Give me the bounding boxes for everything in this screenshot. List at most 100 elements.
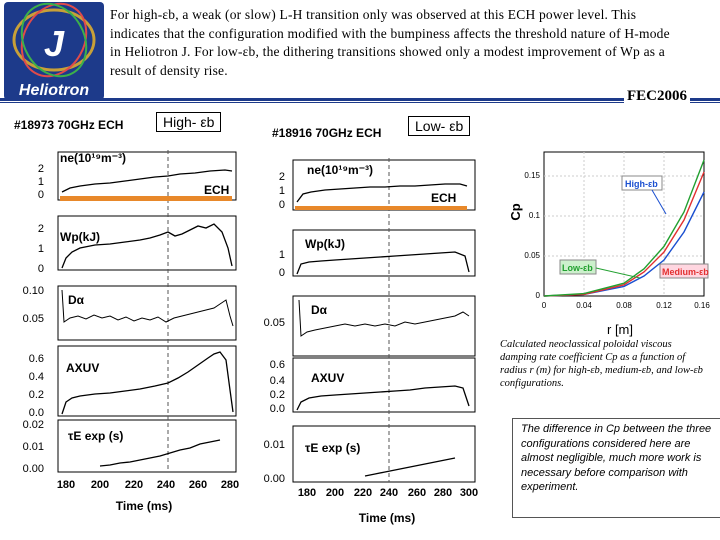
cp-legend-medium: Medium-εb: [662, 267, 709, 277]
mid-da-label: Dα: [311, 303, 328, 317]
cp-chart: 0.15 0.1 0.05 0 0 0.04 0.08 0.12 0.16 Cp…: [508, 151, 710, 337]
mid-wp-trace: [296, 251, 470, 275]
left-axuv-tick-0: 0.6: [29, 353, 44, 365]
divider-thin: [0, 102, 720, 103]
conference-label: FEC2006: [624, 88, 690, 105]
mid-ne-tick-0: 2: [279, 171, 285, 183]
cp-xtick-2: 0.08: [616, 301, 632, 310]
mid-da-trace: [298, 299, 470, 337]
mid-ech-bar: [295, 206, 467, 210]
cp-caption: Calculated neoclassical poloidal viscous…: [500, 339, 703, 389]
left-axuv-tick-2: 0.2: [29, 389, 44, 401]
mid-wp-frame: [292, 229, 476, 277]
mid-wp-label: Wp(kJ): [305, 237, 345, 251]
cp-legend-low-pointer: [595, 267, 641, 279]
left-tau-trace: [99, 439, 221, 467]
intro-text: For high-εb, a weak (or slow) L-H transi…: [110, 7, 670, 78]
mid-config-label: Low- εb: [408, 116, 471, 136]
mid-axuv-tick-3: 0.0: [270, 403, 285, 415]
mid-time-traces: 2 1 0 1 0 0.05 0.6 0.4 0.2 0.0 0.01 0.00…: [264, 158, 478, 525]
left-config-label: High- εb: [156, 112, 222, 132]
mid-xtick-6: 300: [460, 487, 478, 499]
mid-xtick-4: 260: [408, 487, 426, 499]
left-da-tick-1: 0.05: [23, 313, 44, 325]
left-ne-tick-0: 2: [38, 163, 44, 175]
left-wp-label: Wp(kJ): [60, 230, 100, 244]
left-xtick-4: 260: [189, 479, 207, 491]
left-ne-label: ne(10¹⁹m⁻³): [60, 151, 126, 165]
note-box: The difference in Cp between the three c…: [512, 418, 720, 518]
cp-xtick-4: 0.16: [694, 301, 710, 310]
mid-da-tick-0: 0.05: [264, 317, 285, 329]
left-xtick-2: 220: [125, 479, 143, 491]
cp-ytick-0: 0.15: [524, 171, 540, 180]
mid-tau-tick-0: 0.01: [264, 439, 285, 451]
heliotron-logo: J Heliotron: [4, 2, 104, 100]
left-tau-tick-2: 0.00: [23, 463, 44, 475]
mid-xtick-3: 240: [380, 487, 398, 499]
cp-ytick-3: 0: [536, 291, 541, 300]
cp-legend-medium-box: [659, 263, 709, 279]
cp-series-line-2: [543, 159, 705, 297]
left-ne-trace: [61, 169, 233, 193]
mid-ech-label: ECH: [431, 191, 456, 205]
mid-axuv-trace: [296, 385, 470, 411]
logo-letter: J: [44, 23, 65, 64]
cp-xtick-3: 0.12: [656, 301, 672, 310]
left-da-tick-0: 0.10: [23, 285, 44, 297]
left-tau-tick-1: 0.01: [23, 441, 44, 453]
left-tau-tick-0: 0.02: [23, 419, 44, 431]
mid-ne-tick-2: 0: [279, 199, 285, 211]
mid-axuv-tick-0: 0.6: [270, 359, 285, 371]
cp-ytick-2: 0.05: [524, 251, 540, 260]
mid-axuv-tick-1: 0.4: [270, 375, 285, 387]
left-axuv-frame: [57, 345, 237, 417]
cp-legend-low-box: [559, 259, 597, 275]
left-da-label: Dα: [68, 293, 85, 307]
mid-xtick-0: 180: [298, 487, 316, 499]
mid-shot-header: #18916 70GHz ECH: [272, 126, 382, 140]
cp-xtick-0: 0: [542, 301, 547, 310]
mid-ne-tick-1: 1: [279, 185, 285, 197]
left-time-traces: 2 1 0 2 1 0 0.10 0.05 0.6 0.4 0.2 0.0 0.…: [23, 150, 239, 513]
left-xtick-1: 200: [91, 479, 109, 491]
left-shot-header: #18973 70GHz ECH: [14, 118, 124, 132]
cp-legend-high: High-εb: [625, 179, 658, 189]
mid-tau-label: τE exp (s): [305, 441, 360, 455]
mid-tau-tick-1: 0.00: [264, 473, 285, 485]
left-ech-label: ECH: [204, 183, 229, 197]
cp-series-line-1: [543, 171, 705, 297]
mid-ne-trace: [296, 183, 468, 203]
left-tau-label: τE exp (s): [68, 429, 123, 443]
cp-series-group: [543, 159, 705, 297]
left-ne-tick-1: 1: [38, 176, 44, 188]
left-tau-frame: [57, 419, 237, 473]
logo-graphic: J Heliotron: [12, 2, 96, 99]
mid-xtick-2: 220: [354, 487, 372, 499]
cp-xlabel: r [m]: [607, 322, 633, 337]
logo-name: Heliotron: [19, 82, 89, 99]
mid-tau-frame: [292, 425, 476, 483]
mid-wp-tick-0: 1: [279, 249, 285, 261]
left-wp-tick-0: 2: [38, 223, 44, 235]
mid-da-frame: [292, 295, 476, 357]
left-da-frame: [57, 285, 237, 341]
left-axuv-label: AXUV: [66, 361, 99, 375]
left-wp-frame: [57, 215, 237, 271]
left-axuv-tick-1: 0.4: [29, 371, 44, 383]
mid-axuv-label: AXUV: [311, 371, 344, 385]
left-xlabel: Time (ms): [116, 499, 172, 513]
cp-legend-high-box: [621, 175, 663, 191]
divider: [0, 98, 720, 101]
left-xtick-3: 240: [157, 479, 175, 491]
mid-xtick-1: 200: [326, 487, 344, 499]
mid-wp-tick-1: 0: [279, 267, 285, 279]
cp-legend-high-pointer: [651, 189, 667, 215]
left-wp-tick-2: 0: [38, 263, 44, 275]
left-ech-bar: [60, 196, 232, 201]
left-xtick-5: 280: [221, 479, 239, 491]
cp-ytick-1: 0.1: [529, 211, 541, 220]
mid-axuv-frame: [292, 357, 476, 413]
left-axuv-tick-3: 0.0: [29, 407, 44, 419]
left-xtick-0: 180: [57, 479, 75, 491]
